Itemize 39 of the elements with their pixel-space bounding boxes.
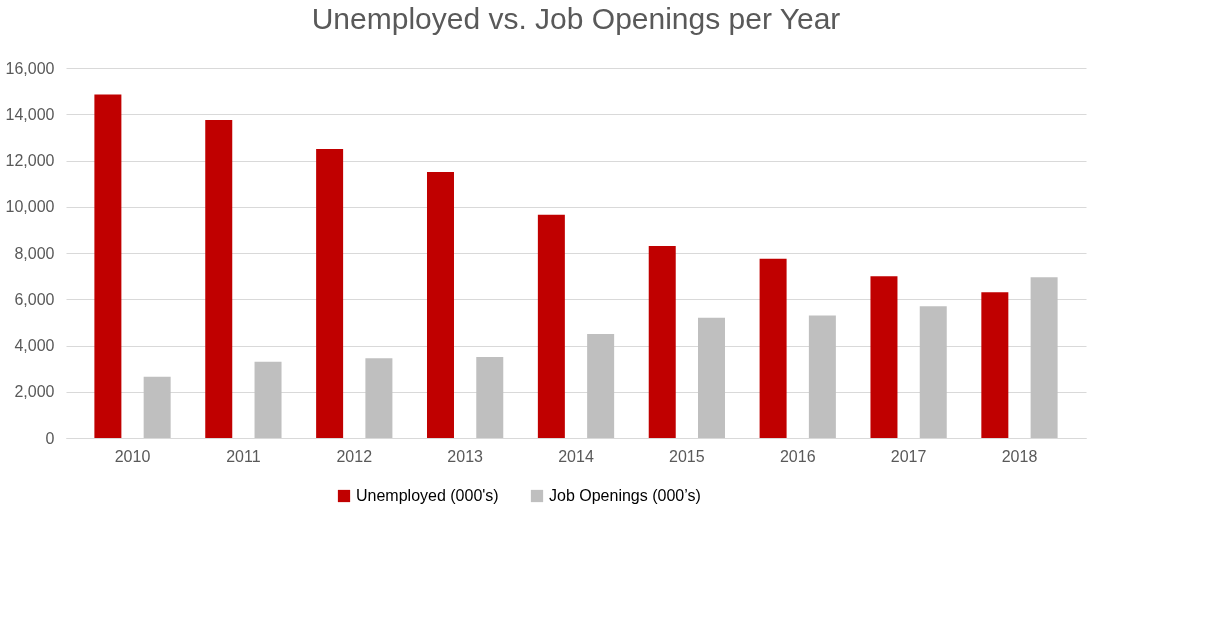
chart-title: Unemployed vs. Job Openings per Year <box>311 2 841 35</box>
y-tick-label: 8,000 <box>14 244 55 262</box>
y-tick-label: 6,000 <box>14 290 55 308</box>
bar <box>870 276 898 438</box>
bar <box>759 258 787 438</box>
bar <box>537 214 565 438</box>
x-tick-label: 2011 <box>226 447 261 465</box>
y-tick-label: 4,000 <box>14 337 55 354</box>
bar <box>808 315 836 438</box>
bar <box>919 306 947 438</box>
y-tick-label: 12,000 <box>5 152 55 169</box>
x-tick-label: 2015 <box>669 447 705 465</box>
bar <box>426 172 454 438</box>
x-tick-label: 2018 <box>1001 447 1038 465</box>
y-tick-label: 0 <box>45 429 55 447</box>
legend-label: Job Openings (000’s) <box>549 487 701 504</box>
x-tick-label: 2017 <box>890 447 927 465</box>
x-tick-label: 2014 <box>558 447 594 465</box>
bar <box>254 361 282 438</box>
x-tick-label: 2013 <box>447 447 484 465</box>
y-tick-label: 10,000 <box>5 198 55 216</box>
bar <box>205 120 233 438</box>
bar <box>1030 277 1058 438</box>
x-tick-label: 2012 <box>336 447 373 465</box>
y-tick-label: 2,000 <box>14 383 55 401</box>
x-tick-label: 2016 <box>779 447 816 465</box>
y-tick-label: 14,000 <box>5 105 55 123</box>
y-tick-label: 16,000 <box>5 59 55 77</box>
bar <box>587 333 615 438</box>
bar <box>476 357 504 438</box>
x-tick-label: 2010 <box>114 447 151 465</box>
bar <box>316 148 344 438</box>
bar <box>365 358 393 438</box>
bar <box>648 246 676 438</box>
bar <box>143 376 171 438</box>
bar <box>981 292 1009 438</box>
legend-label: Unemployed (000's) <box>356 487 499 504</box>
bar <box>698 317 726 438</box>
bar <box>94 94 122 438</box>
